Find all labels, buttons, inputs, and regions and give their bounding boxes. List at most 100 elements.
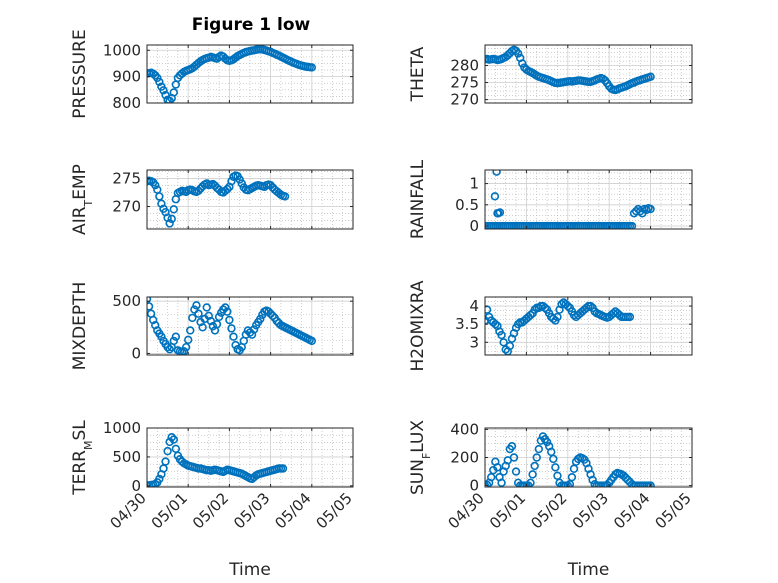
data-point xyxy=(155,192,164,201)
data-point xyxy=(186,326,195,335)
data-point xyxy=(229,332,238,341)
data-point xyxy=(163,446,172,456)
data-point xyxy=(163,95,172,103)
data-point xyxy=(227,324,236,333)
x-tick-label: 05/03 xyxy=(230,489,273,532)
figure-title: Figure 1 low xyxy=(192,15,311,35)
data-point xyxy=(551,463,560,472)
data-point xyxy=(602,480,612,487)
data-point xyxy=(511,467,521,476)
data-point xyxy=(167,433,176,442)
data-point xyxy=(147,302,154,311)
y-tick-label: 275 xyxy=(112,169,141,187)
data-point xyxy=(528,470,537,479)
data-point xyxy=(621,473,630,483)
y-axis-label: PRESSURE xyxy=(70,29,90,118)
data-point xyxy=(181,342,191,352)
data-point xyxy=(549,314,558,323)
subplot-mixdepth: 0 500 MIXDEPTH xyxy=(70,282,354,371)
data-point xyxy=(625,312,635,322)
data-point xyxy=(169,205,178,214)
subplot-rainfall: 0 0.5 1 RAINFALL xyxy=(408,159,693,239)
data-point xyxy=(646,72,655,81)
series-markers xyxy=(485,432,655,487)
data-point xyxy=(208,322,218,331)
y-tick-label: 270 xyxy=(450,91,479,109)
data-point xyxy=(307,63,316,72)
data-point xyxy=(526,478,535,487)
data-point xyxy=(157,199,166,208)
series-markers xyxy=(147,45,316,103)
axes-box xyxy=(146,296,354,356)
y-tick-label: 1000 xyxy=(103,419,141,437)
data-point xyxy=(588,475,597,485)
data-point xyxy=(159,86,168,95)
data-point xyxy=(509,453,519,462)
x-tick-label: 05/03 xyxy=(569,489,612,532)
data-point xyxy=(485,480,492,487)
data-point xyxy=(169,435,178,444)
data-point xyxy=(167,214,176,224)
data-point xyxy=(148,315,158,325)
data-point xyxy=(225,315,234,325)
y-tick-label: 900 xyxy=(112,68,141,86)
x-tick-label: 05/05 xyxy=(652,489,695,532)
data-point xyxy=(567,472,577,482)
y-axis-label: MIXDEPTH xyxy=(70,282,90,371)
data-point xyxy=(646,481,655,487)
data-point xyxy=(493,463,502,472)
data-point xyxy=(161,457,170,466)
subplot-h2omixra: 33.54 H2OMIXRA xyxy=(408,280,693,372)
data-point xyxy=(188,313,197,323)
data-point xyxy=(249,325,259,334)
x-tick-label: 05/04 xyxy=(271,489,314,532)
data-point xyxy=(165,345,174,354)
data-point xyxy=(534,444,544,454)
data-point xyxy=(492,170,501,176)
x-axis-label: Time xyxy=(567,560,610,580)
x-tick-label: 05/02 xyxy=(527,489,570,532)
data-point xyxy=(513,319,523,329)
series-markers xyxy=(147,433,288,487)
data-point xyxy=(151,479,160,487)
axes-box xyxy=(484,44,693,104)
data-point xyxy=(491,319,500,329)
y-tick-label: 500 xyxy=(112,292,141,310)
x-tick-label: 05/04 xyxy=(610,489,653,532)
data-point xyxy=(221,303,230,312)
data-point xyxy=(268,311,277,321)
plot-area xyxy=(485,170,692,229)
axes-box xyxy=(146,427,354,488)
x-tick-label: 05/01 xyxy=(148,489,191,532)
data-point xyxy=(155,77,164,87)
data-point xyxy=(155,474,164,484)
data-point xyxy=(169,88,178,97)
y-tick-label: 0 xyxy=(131,344,141,362)
data-point xyxy=(505,341,515,351)
axes-box xyxy=(484,296,693,356)
y-tick-label: 275 xyxy=(450,74,479,92)
data-point xyxy=(266,180,275,190)
y-tick-label: 800 xyxy=(112,94,141,112)
axes-box xyxy=(484,169,693,230)
y-tick-label: 400 xyxy=(450,420,479,438)
y-tick-label: 0 xyxy=(131,477,141,495)
data-point xyxy=(553,312,562,322)
data-point xyxy=(256,314,265,324)
series-markers xyxy=(485,170,655,229)
y-axis-label: SUNFLUX xyxy=(408,420,433,495)
y-tick-label: 4 xyxy=(469,297,479,315)
data-point xyxy=(192,301,201,310)
data-point xyxy=(163,342,172,352)
data-point xyxy=(161,90,170,100)
x-tick-label: 05/02 xyxy=(189,489,232,532)
data-point xyxy=(171,332,181,341)
data-point xyxy=(184,335,193,345)
data-point xyxy=(563,301,572,311)
y-axis-label: RAINFALL xyxy=(408,159,428,239)
y-tick-label: 1 xyxy=(469,175,479,193)
data-point xyxy=(212,319,222,329)
data-point xyxy=(151,321,160,330)
